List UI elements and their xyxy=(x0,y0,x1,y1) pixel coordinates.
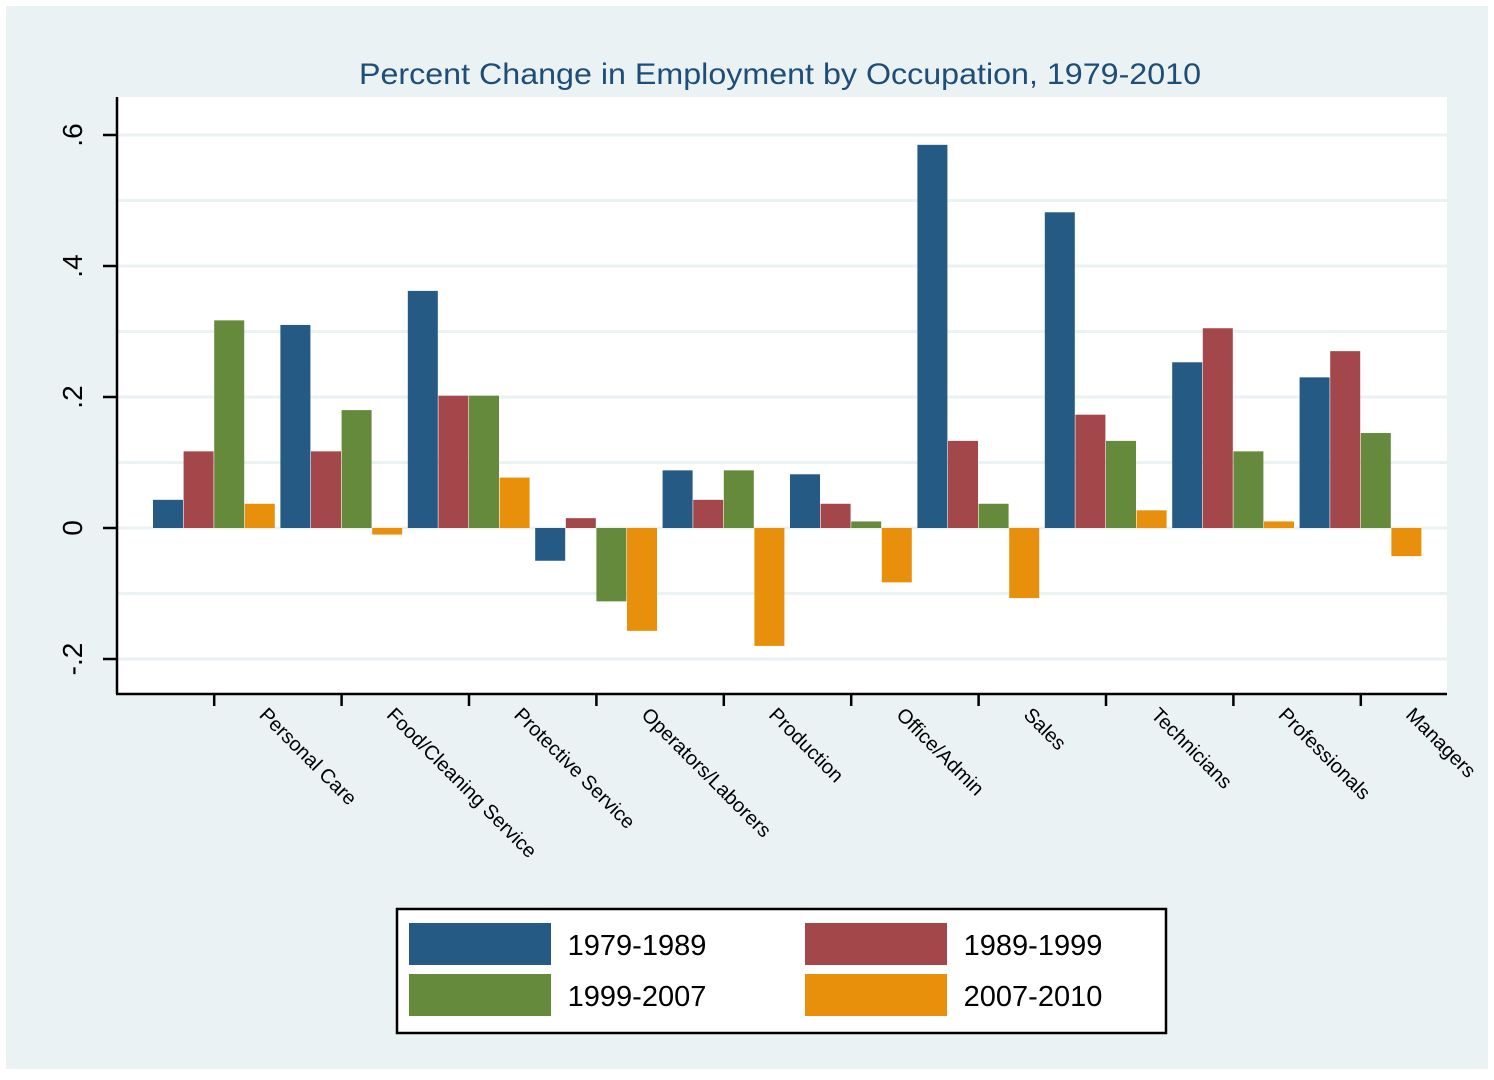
legend-swatch xyxy=(805,923,947,965)
bar-2007-2010-office-admin xyxy=(881,528,912,583)
bar-1979-1989-production xyxy=(662,470,693,528)
bar-2007-2010-food-cleaning-service xyxy=(372,528,403,535)
bar-1979-1989-managers xyxy=(1299,377,1330,528)
bar-1989-1999-professionals xyxy=(1202,328,1233,528)
legend-label: 1999-2007 xyxy=(568,981,707,1013)
y-tick-label: .2 xyxy=(57,385,88,408)
bar-1989-1999-technicians xyxy=(1075,414,1106,528)
bar-1999-2007-sales xyxy=(978,503,1009,528)
legend: 1979-1989 1989-1999 1999-2007 2007-2010 xyxy=(409,923,1102,1016)
bar-1979-1989-personal-care xyxy=(153,499,183,528)
legend-swatch xyxy=(409,974,551,1016)
bar-1979-1989-sales xyxy=(917,144,948,528)
bar-1979-1989-food-cleaning-service xyxy=(280,324,311,528)
bar-2007-2010-professionals xyxy=(1264,521,1294,528)
legend-label: 1979-1989 xyxy=(568,930,707,962)
bar-1979-1989-office-admin xyxy=(790,474,820,528)
bar-1989-1999-managers xyxy=(1330,351,1361,528)
bar-1989-1999-office-admin xyxy=(820,503,851,528)
bar-1999-2007-production xyxy=(723,470,754,528)
bar-1989-1999-operators-laborers xyxy=(565,518,596,528)
y-tick-label: .4 xyxy=(57,254,88,277)
bar-1999-2007-professionals xyxy=(1233,451,1264,528)
bar-1979-1989-protective-service xyxy=(407,290,438,528)
bar-2007-2010-technicians xyxy=(1136,510,1167,528)
bar-2007-2010-managers xyxy=(1391,528,1422,557)
bar-2007-2010-protective-service xyxy=(499,477,530,528)
bar-1979-1989-operators-laborers xyxy=(535,528,566,561)
bar-2007-2010-sales xyxy=(1009,528,1040,599)
bar-1989-1999-protective-service xyxy=(438,395,469,528)
legend-label: 1989-1999 xyxy=(964,930,1103,962)
bar-1999-2007-office-admin xyxy=(851,521,882,528)
bar-1979-1989-technicians xyxy=(1044,212,1075,529)
chart-title: Percent Change in Employment by Occupati… xyxy=(359,58,1201,91)
bar-2007-2010-production xyxy=(754,528,785,646)
y-tick-label: 0 xyxy=(57,520,88,536)
y-tick-label: -.2 xyxy=(57,643,88,676)
bar-1999-2007-personal-care xyxy=(214,320,245,528)
bar-1999-2007-protective-service xyxy=(469,395,499,528)
bar-2007-2010-personal-care xyxy=(244,503,275,528)
bar-1999-2007-food-cleaning-service xyxy=(341,410,372,528)
legend-label: 2007-2010 xyxy=(964,981,1103,1013)
y-tick-label: .6 xyxy=(57,123,88,146)
bar-1999-2007-managers xyxy=(1360,433,1391,528)
bar-1989-1999-production xyxy=(693,499,724,528)
bar-1989-1999-sales xyxy=(948,440,978,528)
bar-1999-2007-technicians xyxy=(1106,440,1136,528)
bar-2007-2010-operators-laborers xyxy=(627,528,657,631)
bar-1989-1999-personal-care xyxy=(183,451,214,528)
bar-1999-2007-operators-laborers xyxy=(596,528,627,602)
legend-swatch xyxy=(805,974,947,1016)
bar-1979-1989-professionals xyxy=(1172,362,1203,528)
legend-swatch xyxy=(409,923,551,965)
bars xyxy=(153,144,1422,646)
y-axis-ticks: -.2 0 .2 .4 .6 xyxy=(57,123,117,675)
bar-1989-1999-food-cleaning-service xyxy=(311,451,341,528)
